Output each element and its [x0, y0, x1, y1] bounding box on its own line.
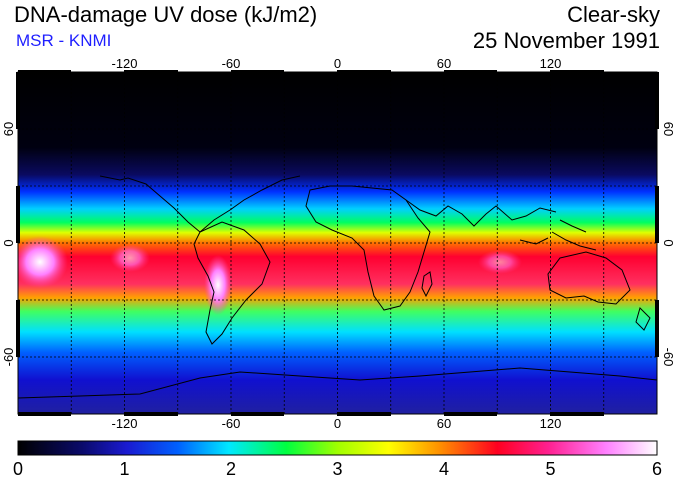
lon-label-bottom: 0: [334, 416, 341, 431]
colorbar-tick-label: 2: [225, 459, 237, 479]
lon-label-bottom: -120: [111, 416, 137, 431]
lon-label-bottom: 60: [437, 416, 451, 431]
colorbar-tick-label: 0: [12, 459, 24, 479]
lon-label-top: -60: [222, 56, 241, 71]
lon-label-top: 60: [437, 56, 451, 71]
graticule: [18, 72, 657, 414]
colorbar-tick-label: 3: [332, 459, 343, 479]
lon-label-top: -120: [111, 56, 137, 71]
hotspot-andes: [204, 255, 232, 315]
colorbar-tick-label: 4: [438, 459, 450, 479]
chart-title: DNA-damage UV dose (kJ/m2): [14, 2, 318, 27]
lat-label-left: 0: [1, 239, 16, 246]
lat-label-left: 60: [1, 122, 16, 136]
coastlines: [18, 175, 657, 399]
colorbar-tick-label: 6: [651, 459, 663, 479]
lat-label-right: -60: [661, 348, 676, 367]
lat-label-left: -60: [1, 348, 16, 367]
source-label: MSR - KNMI: [16, 31, 112, 50]
sky-condition-label: Clear-sky: [567, 2, 660, 27]
colorbar-tick-label: 5: [545, 459, 556, 479]
colorbar-tick-label: 1: [119, 459, 130, 479]
lon-label-bottom: -60: [222, 416, 241, 431]
lat-label-right: 0: [661, 239, 676, 246]
lat-label-right: 60: [661, 122, 676, 136]
colorbar: [17, 440, 658, 456]
hotspot-east-pacific: [18, 236, 68, 288]
lon-label-top: 120: [540, 56, 562, 71]
uv-field: [18, 72, 657, 414]
lon-label-bottom: 120: [540, 416, 562, 431]
lon-label-top: 0: [334, 56, 341, 71]
date-label: 25 November 1991: [472, 28, 660, 53]
frame-ticks: [16, 70, 659, 416]
